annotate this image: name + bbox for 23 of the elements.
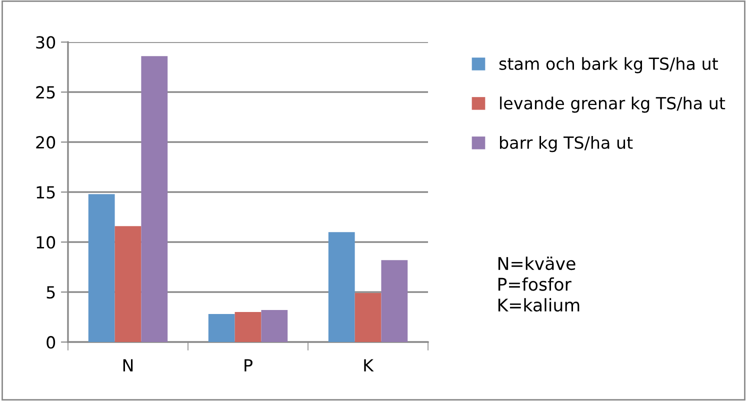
y-tick-label: 10 (36, 236, 56, 249)
bar (208, 314, 235, 342)
bar (381, 260, 408, 342)
x-tick-label: P (244, 359, 252, 372)
text: N=kväve P=fosfor K=kalium (498, 256, 580, 312)
y-tick-label: 30 (36, 36, 56, 49)
y-tick-label: 15 (36, 186, 55, 199)
bar (261, 310, 288, 342)
bar (328, 232, 355, 342)
bar (354, 293, 382, 342)
legend-label: barr kg TS/ha ut (500, 136, 633, 152)
bar (234, 312, 262, 342)
x-tick-label: N (123, 359, 133, 372)
y-tick-label: 0 (46, 336, 56, 349)
y-tick-label: 5 (46, 286, 55, 299)
bar (88, 194, 115, 342)
legend-label: levande grenar kg TS/ha ut (500, 96, 726, 113)
bar (141, 56, 168, 342)
y-tick-label: 25 (36, 86, 55, 99)
legend-label: stam och bark kg TS/ha ut (499, 57, 718, 74)
y-tick-label: 20 (36, 136, 56, 149)
x-tick-label: K (364, 359, 374, 372)
bar (114, 226, 142, 342)
